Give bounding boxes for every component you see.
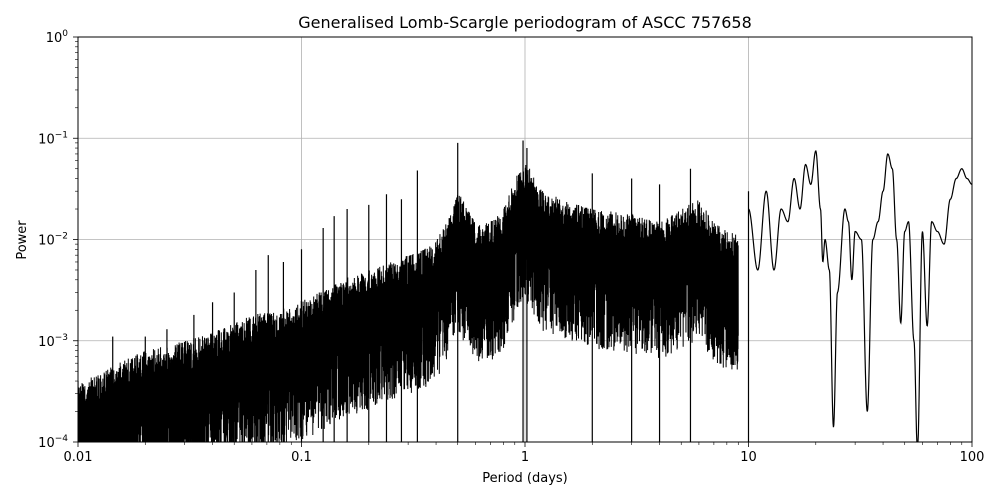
chart-title: Generalised Lomb-Scargle periodogram of … <box>298 13 752 32</box>
x-axis-label: Period (days) <box>482 471 568 486</box>
periodogram-long-period-curve <box>748 150 972 442</box>
x-tick-label: 0.01 <box>64 450 93 465</box>
x-tick-label: 10 <box>740 450 757 465</box>
y-tick-label: 10−1 <box>38 130 68 147</box>
y-tick-layer: 10−4 10−3 10−2 10−1 100 <box>38 29 78 451</box>
x-tick-layer: 0.01 0.1 1 10 100 <box>64 442 985 465</box>
y-tick-label: 10−2 <box>38 232 68 249</box>
y-axis-label: Power <box>15 220 30 260</box>
x-tick-label: 0.1 <box>291 450 312 465</box>
y-tick-label: 10−4 <box>38 434 68 451</box>
x-tick-label: 100 <box>960 450 985 465</box>
x-tick-label: 1 <box>521 450 529 465</box>
y-tick-label: 100 <box>46 29 69 46</box>
data-layer <box>78 140 972 442</box>
y-tick-label: 10−3 <box>38 333 68 350</box>
periodogram-dense-trace <box>78 165 739 442</box>
